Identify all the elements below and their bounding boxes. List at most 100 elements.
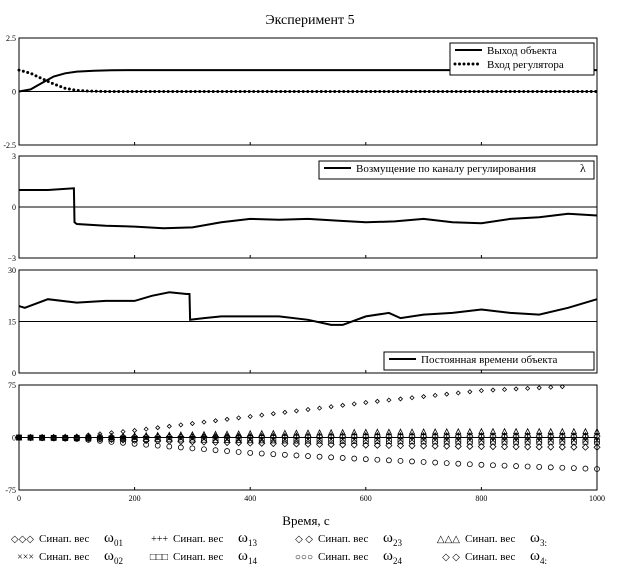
legend-symbol: ω xyxy=(238,530,248,546)
point-ω02 xyxy=(443,437,450,443)
legend-subscript: 13 xyxy=(248,538,258,548)
panel-4: 75 0 -75 xyxy=(5,381,601,495)
point-ω14 xyxy=(339,437,346,444)
point-ω01 xyxy=(143,426,149,432)
point-ω02 xyxy=(524,437,531,444)
point-ω23 xyxy=(454,442,462,450)
series-line xyxy=(18,291,598,326)
point-ω24 xyxy=(247,449,254,456)
point-ω14 xyxy=(97,435,103,442)
point-ω4 xyxy=(500,432,509,440)
point-ω01 xyxy=(270,411,276,417)
point-ω02 xyxy=(582,437,589,444)
point-ω14 xyxy=(212,436,219,443)
point-ω4 xyxy=(281,433,289,441)
point-ω23 xyxy=(547,443,555,451)
point-ω02 xyxy=(501,437,508,444)
y-tick-label: 3 xyxy=(12,152,16,161)
point-ω02 xyxy=(594,437,600,444)
point-ω24 xyxy=(212,447,219,454)
point-ω02 xyxy=(386,436,392,443)
point-ω4 xyxy=(223,433,231,441)
point-ω23 xyxy=(431,442,439,450)
bottom-legend-item: ◇◇◇ Синап. вес ω 01 xyxy=(11,530,123,548)
bottom-legend: ◇◇◇ Синап. вес ω 01 +++ Синап. вес ω 13 ◇ ◇ Синап… xyxy=(11,530,547,566)
point-ω24 xyxy=(351,455,358,462)
point-ω01 xyxy=(455,390,461,396)
point-ω3 xyxy=(455,427,462,435)
legend-marker: □□□ xyxy=(150,552,168,563)
point-ω3 xyxy=(247,429,254,437)
point-ω14 xyxy=(154,436,161,443)
point-ω4 xyxy=(339,432,347,440)
legend-marker: ××× xyxy=(17,552,34,563)
point-ω4 xyxy=(466,432,474,440)
point-ω3 xyxy=(374,428,381,435)
point-ω24 xyxy=(224,448,230,454)
point-ω14 xyxy=(120,435,126,442)
point-ω4 xyxy=(26,433,35,442)
point-ω3 xyxy=(570,427,578,435)
point-ω23 xyxy=(535,443,543,451)
point-ω23 xyxy=(512,443,520,451)
point-ω3 xyxy=(281,429,289,436)
point-ω01 xyxy=(397,396,404,402)
point-ω23 xyxy=(408,442,416,450)
point-ω01 xyxy=(501,386,508,393)
point-ω01 xyxy=(328,404,334,410)
point-ω3 xyxy=(489,427,497,435)
point-ω4 xyxy=(188,433,196,441)
point-ω02 xyxy=(397,437,404,443)
point-ω3 xyxy=(38,433,46,441)
point-ω14 xyxy=(281,437,288,444)
point-ω24 xyxy=(397,457,404,464)
point-ω4 xyxy=(84,433,92,441)
point-ω23 xyxy=(350,441,358,449)
point-ω14 xyxy=(258,437,265,444)
bottom-legend-item: ◇ ◇ Синап. вес ω 4: xyxy=(442,548,547,566)
point-ω4 xyxy=(235,433,243,441)
point-ω3 xyxy=(512,427,520,435)
point-ω14 xyxy=(270,437,277,444)
legend-label: Синап. вес xyxy=(173,551,224,563)
point-ω23 xyxy=(524,443,532,451)
point-ω01 xyxy=(351,401,357,407)
point-ω24 xyxy=(143,441,150,448)
point-ω4 xyxy=(15,433,23,442)
point-ω4 xyxy=(431,432,439,440)
point-ω14 xyxy=(235,437,242,444)
point-ω3 xyxy=(200,430,208,438)
point-ω23 xyxy=(131,436,139,444)
bottom-legend-item: +++ Синап. вес ω 13 xyxy=(151,530,257,548)
point-ω3 xyxy=(293,429,300,436)
point-ω4 xyxy=(535,432,543,440)
point-ω24 xyxy=(386,457,392,464)
legend-marker: ◇ ◇ xyxy=(442,552,460,563)
legend-label: Постоянная времени объекта xyxy=(421,354,558,366)
point-ω24 xyxy=(328,454,335,461)
point-ω24 xyxy=(374,456,381,463)
point-ω4 xyxy=(512,432,520,440)
point-ω01 xyxy=(467,389,473,395)
point-ω23 xyxy=(570,443,578,451)
point-ω4 xyxy=(570,432,578,440)
point-ω3 xyxy=(270,429,277,436)
point-ω24 xyxy=(270,451,277,458)
point-ω24 xyxy=(281,451,288,458)
point-ω24 xyxy=(559,464,566,471)
point-ω3 xyxy=(501,427,508,435)
point-ω14 xyxy=(247,437,254,444)
point-ω02 xyxy=(547,437,554,444)
point-ω4 xyxy=(269,433,277,441)
point-ω01 xyxy=(525,385,531,391)
point-ω01 xyxy=(224,416,230,422)
legend-marker: ◇◇◇ xyxy=(11,534,34,545)
point-ω24 xyxy=(455,460,462,467)
point-ω3 xyxy=(443,428,450,435)
point-ω3 xyxy=(582,427,589,435)
point-ω01 xyxy=(513,386,519,392)
point-ω3 xyxy=(547,427,554,435)
point-ω01 xyxy=(247,413,253,420)
series-line xyxy=(17,68,599,93)
legend-symbol: ω xyxy=(530,530,540,546)
